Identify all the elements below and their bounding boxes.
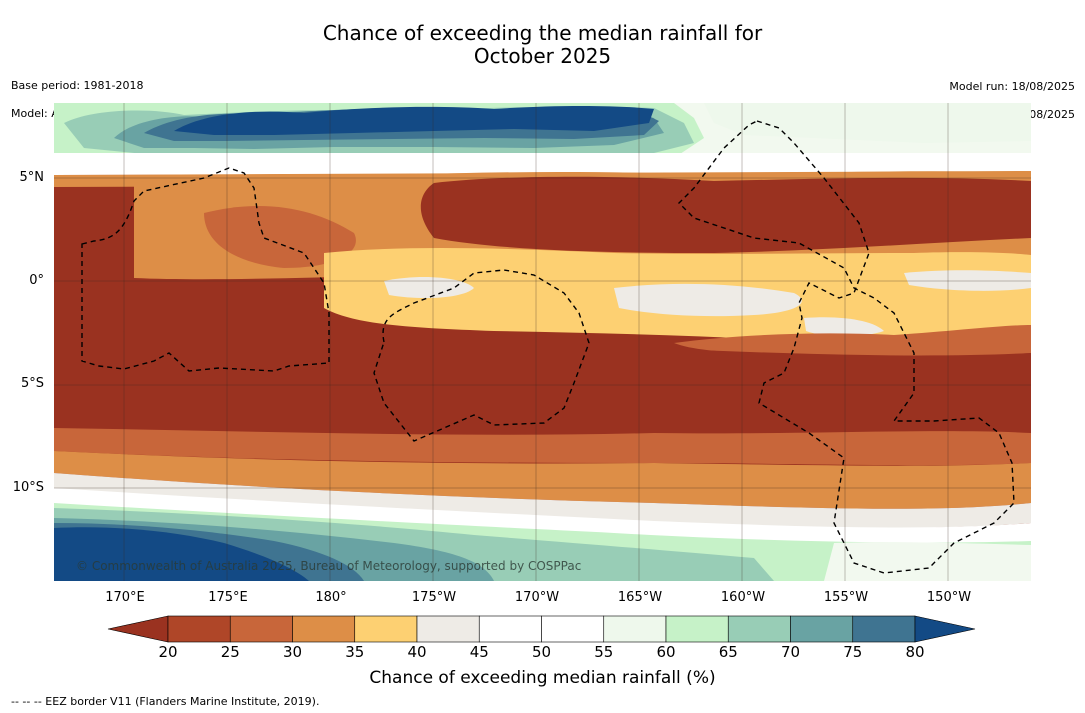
colorbar-segment <box>852 615 916 643</box>
colorbar-extend-high <box>914 615 976 643</box>
colorbar-tick-label: 40 <box>407 643 427 661</box>
equatorial-beige-patch-central <box>614 283 802 317</box>
meta-left: Base period: 1981-2018 Model: ACCESS-S2 <box>11 65 143 135</box>
eez-border-west <box>81 167 330 372</box>
colorbar-tick-label: 20 <box>158 643 178 661</box>
colorbar-segment <box>416 615 480 643</box>
map-gridlines <box>54 103 1031 581</box>
colorbar-title: Chance of exceeding median rainfall (%) <box>369 668 716 688</box>
eez-border-east <box>678 120 1015 574</box>
south-beige-band <box>54 473 1031 528</box>
colorbar-tick-label: 55 <box>594 643 614 661</box>
south-deep-blue-region <box>54 527 309 581</box>
lon-label-150w: 150°W <box>926 590 972 605</box>
base-period: Base period: 1981-2018 <box>11 79 144 92</box>
north-central-dark-core <box>420 176 1031 253</box>
model-run-date: Model run: 18/08/2025 <box>949 80 1075 93</box>
lon-label-170w: 170°W <box>514 590 560 605</box>
colorbar-segment <box>665 615 729 643</box>
rainfall-probability-map: © Commonwealth of Australia 2025, Bureau… <box>54 103 1031 581</box>
colorbar-tick-label: 50 <box>531 643 552 661</box>
colorbar-segment <box>603 615 667 643</box>
colorbar-segment <box>292 615 356 643</box>
colorbar-segments <box>107 615 976 643</box>
north-deep-blue-region <box>174 106 654 135</box>
lat-label-5s: 5°S <box>20 376 44 391</box>
north-white-band <box>54 153 1031 175</box>
lon-label-160w: 160°W <box>720 590 766 605</box>
copyright-credit: © Commonwealth of Australia 2025, Bureau… <box>76 559 581 573</box>
lon-label-175e: 175°E <box>208 590 248 605</box>
colorbar-extend-low <box>107 615 169 643</box>
west-rust-patch <box>204 205 356 268</box>
colorbar-segment <box>790 615 854 643</box>
southeast-pale-region <box>824 542 1031 581</box>
lat-label-0: 0° <box>29 273 44 288</box>
colorbar-segment <box>354 615 418 643</box>
lon-label-165w: 165°W <box>617 590 663 605</box>
colorbar-tick-label: 25 <box>220 643 240 661</box>
south-orange-band <box>54 451 1031 509</box>
colorbar-tick-label: 65 <box>718 643 738 661</box>
colorbar-tick-label: 45 <box>469 643 489 661</box>
lon-label-170e: 170°E <box>105 590 145 605</box>
south-dark-core <box>54 331 1031 436</box>
colorbar-tick-label: 80 <box>905 643 925 661</box>
colorbar-segment <box>478 615 542 643</box>
colorbar-segment <box>229 615 293 643</box>
lat-label-5n: 5°N <box>19 170 45 185</box>
eez-border-central <box>373 269 590 442</box>
colorbar-segment <box>727 615 791 643</box>
lat-label-10s: 10°S <box>12 480 44 495</box>
colorbar-tick-label: 30 <box>282 643 303 661</box>
south-rust-band <box>54 428 1031 466</box>
eez-borders <box>81 120 1015 574</box>
equatorial-beige-patch-southeast <box>804 317 884 337</box>
eez-footnote: -- -- -- EEZ border V11 (Flanders Marine… <box>11 695 320 708</box>
northeast-pale-region <box>704 103 1031 143</box>
equatorial-beige-patch-east <box>904 270 1031 291</box>
forecast-map: © Commonwealth of Australia 2025, Bureau… <box>54 103 1031 581</box>
colorbar-tick-label: 70 <box>780 643 801 661</box>
colorbar-segment <box>541 615 605 643</box>
chart-title: Chance of exceeding the median rainfall … <box>322 21 763 68</box>
colorbar-tick-label: 60 <box>656 643 676 661</box>
lon-label-180: 180° <box>315 590 347 605</box>
colorbar-segment <box>167 615 231 643</box>
colorbar <box>107 615 976 643</box>
colorbar-tick-label: 75 <box>843 643 863 661</box>
equatorial-beige-patch-west <box>384 277 474 299</box>
colorbar-tick-label: 35 <box>345 643 365 661</box>
lon-label-155w: 155°W <box>823 590 869 605</box>
south-white-band <box>54 488 1031 546</box>
lon-label-175w: 175°W <box>411 590 457 605</box>
equatorial-rust-strip <box>674 325 1031 358</box>
